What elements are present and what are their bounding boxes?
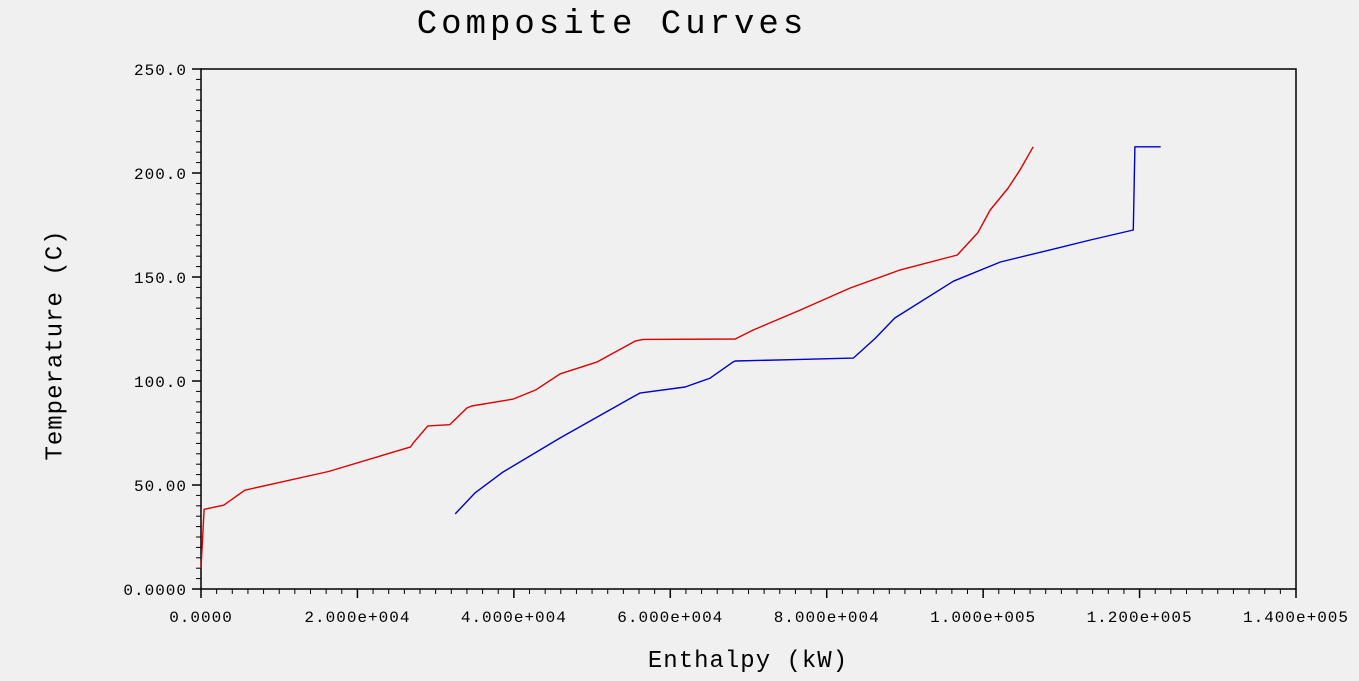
x-tick-label: 4.000e+004 (461, 609, 567, 627)
y-tick-label: 200.0 (134, 166, 187, 184)
x-tick-label: 0.0000 (169, 609, 233, 627)
x-tick-label: 8.000e+004 (774, 609, 880, 627)
x-tick-label: 2.000e+004 (304, 609, 410, 627)
y-tick-label: 150.0 (134, 270, 187, 288)
x-tick-label: 6.000e+004 (617, 609, 723, 627)
plot-border (200, 68, 1297, 590)
y-tick-label: 50.00 (134, 478, 187, 496)
x-tick-label: 1.400e+005 (1243, 609, 1349, 627)
hot-composite-curve (200, 146, 1034, 569)
x-tick-label: 1.200e+005 (1087, 609, 1193, 627)
y-tick-label: 0.0000 (123, 582, 187, 600)
x-axis-title: Enthalpy (kW) (647, 648, 849, 675)
x-tick-label: 1.000e+005 (930, 609, 1036, 627)
y-tick-label: 250.0 (134, 62, 187, 80)
cold-composite-curve (454, 146, 1161, 515)
y-axis-title: Temperature (C) (42, 229, 70, 461)
chart-title: Composite Curves (416, 6, 808, 44)
y-tick-label: 100.0 (134, 374, 187, 392)
